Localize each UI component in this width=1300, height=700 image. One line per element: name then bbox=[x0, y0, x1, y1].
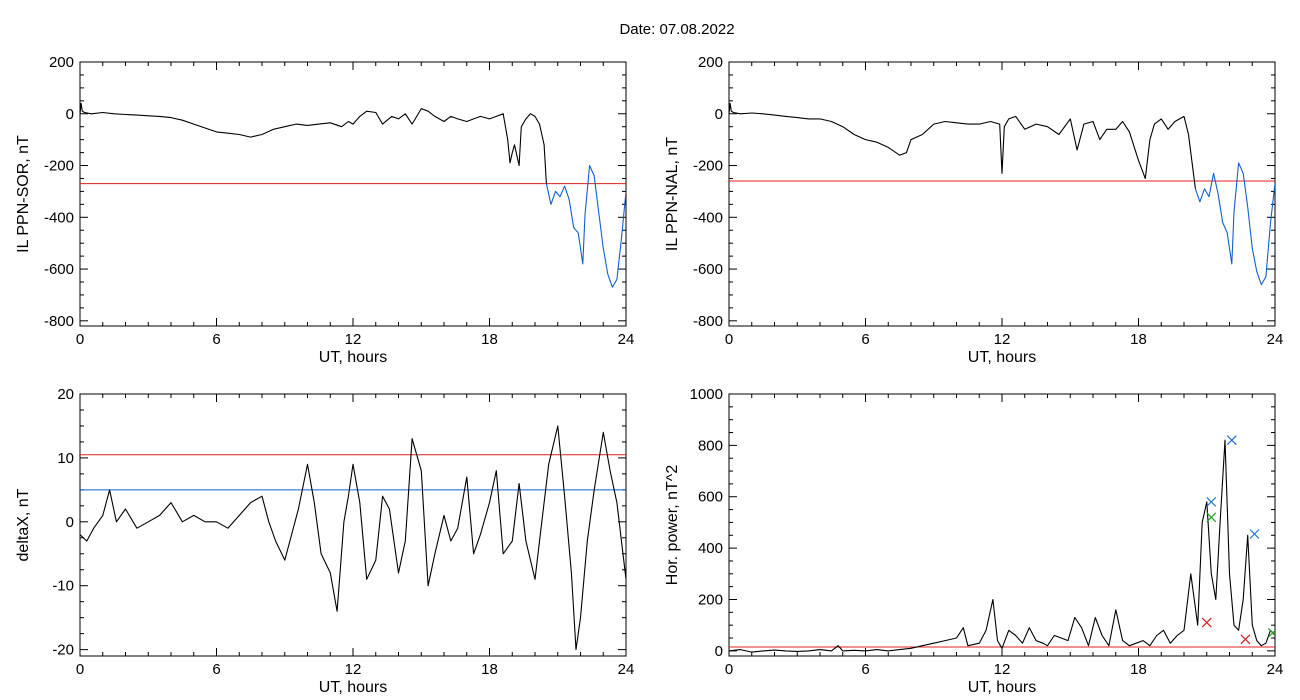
y-tick-label: 200 bbox=[698, 54, 723, 71]
plot-area bbox=[729, 102, 1275, 286]
plot-area bbox=[80, 102, 626, 288]
x-tick-label: 6 bbox=[861, 661, 869, 678]
y-tick-label: 0 bbox=[66, 106, 74, 123]
y-tick-label: 10 bbox=[57, 450, 74, 467]
plot-area bbox=[80, 425, 626, 651]
plot-frame bbox=[79, 61, 627, 327]
x-tick-label: 0 bbox=[76, 661, 84, 678]
x-tick-label: 24 bbox=[618, 331, 635, 348]
plot-frame bbox=[79, 393, 627, 657]
x-tick-label: 0 bbox=[76, 331, 84, 348]
y-tick-label: 1000 bbox=[690, 386, 723, 403]
date-title: Date: 07.08.2022 bbox=[619, 21, 734, 38]
peak-marker bbox=[1206, 512, 1217, 523]
y-tick-label: -800 bbox=[693, 313, 723, 330]
x-tick-label: 6 bbox=[212, 331, 220, 348]
x-tick-label: 18 bbox=[1130, 331, 1147, 348]
y-tick-label: 0 bbox=[715, 643, 723, 660]
x-tick-label: 0 bbox=[725, 331, 733, 348]
peak-marker bbox=[1249, 529, 1260, 539]
x-axis-label: UT, hours bbox=[968, 679, 1036, 696]
chart-deltax: 0 6 12 18 24 -20 -10 0 10 20 UT, hours deltaX, nT bbox=[15, 386, 634, 696]
x-tick-label: 12 bbox=[994, 661, 1011, 678]
peak-marker bbox=[1206, 496, 1217, 507]
y-tick-label: 0 bbox=[66, 514, 74, 531]
y-tick-label: -400 bbox=[693, 209, 723, 226]
x-axis-label: UT, hours bbox=[968, 349, 1036, 366]
peak-marker bbox=[1240, 634, 1251, 645]
y-tick-label: -600 bbox=[44, 261, 74, 278]
y-axis-label: deltaX, nT bbox=[15, 488, 32, 561]
peak-marker bbox=[1267, 627, 1275, 638]
y-tick-label: 200 bbox=[698, 591, 723, 608]
x-tick-label: 12 bbox=[345, 661, 362, 678]
series-line bbox=[1194, 162, 1275, 286]
y-tick-label: 200 bbox=[49, 54, 74, 71]
series-line bbox=[729, 439, 1275, 653]
y-tick-label: 800 bbox=[698, 437, 723, 454]
y-axis-label: IL PPN-SOR, nT bbox=[15, 135, 32, 253]
y-tick-label: 20 bbox=[57, 386, 74, 403]
x-tick-label: 18 bbox=[481, 661, 498, 678]
plot-frame bbox=[728, 61, 1276, 327]
x-axis-label: UT, hours bbox=[319, 679, 387, 696]
y-tick-label: 400 bbox=[698, 540, 723, 557]
chart-il-nal: 0 6 12 18 24 -800 -600 -400 -200 0 200 UT, hours IL … bbox=[664, 54, 1283, 366]
series-line bbox=[545, 164, 626, 288]
x-tick-label: 18 bbox=[481, 331, 498, 348]
series-line bbox=[80, 425, 626, 651]
y-tick-label: -200 bbox=[693, 158, 723, 175]
y-tick-label: 0 bbox=[715, 106, 723, 123]
y-tick-label: -20 bbox=[52, 642, 74, 659]
plot-area bbox=[729, 435, 1275, 653]
chart-il-sor: 0 6 12 18 24 -800 -600 -400 -200 0 200 UT, hours IL … bbox=[15, 54, 634, 366]
y-tick-label: -10 bbox=[52, 578, 74, 595]
plot-frame bbox=[728, 393, 1276, 657]
x-tick-label: 12 bbox=[994, 331, 1011, 348]
series-line bbox=[729, 102, 1196, 189]
y-axis-label: IL PPN-NAL, nT bbox=[664, 137, 681, 251]
x-tick-label: 0 bbox=[725, 661, 733, 678]
x-tick-label: 24 bbox=[1267, 331, 1284, 348]
y-tick-label: -600 bbox=[693, 261, 723, 278]
y-axis-label: Hor. power, nT^2 bbox=[664, 465, 681, 586]
chart-hor-power: 0 6 12 18 24 0 200 400 600 800 1000 UT, hours Hor. p… bbox=[664, 386, 1283, 696]
x-tick-label: 12 bbox=[345, 331, 362, 348]
y-tick-label: -800 bbox=[44, 313, 74, 330]
y-tick-label: 600 bbox=[698, 489, 723, 506]
y-tick-label: -200 bbox=[44, 158, 74, 175]
y-tick-label: -400 bbox=[44, 209, 74, 226]
x-tick-label: 18 bbox=[1130, 661, 1147, 678]
x-tick-label: 6 bbox=[861, 331, 869, 348]
peak-marker bbox=[1226, 435, 1237, 446]
x-tick-label: 24 bbox=[618, 661, 635, 678]
peak-marker bbox=[1201, 617, 1212, 628]
x-tick-label: 24 bbox=[1267, 661, 1284, 678]
x-axis-label: UT, hours bbox=[319, 349, 387, 366]
x-tick-label: 6 bbox=[212, 661, 220, 678]
series-line bbox=[80, 102, 547, 184]
